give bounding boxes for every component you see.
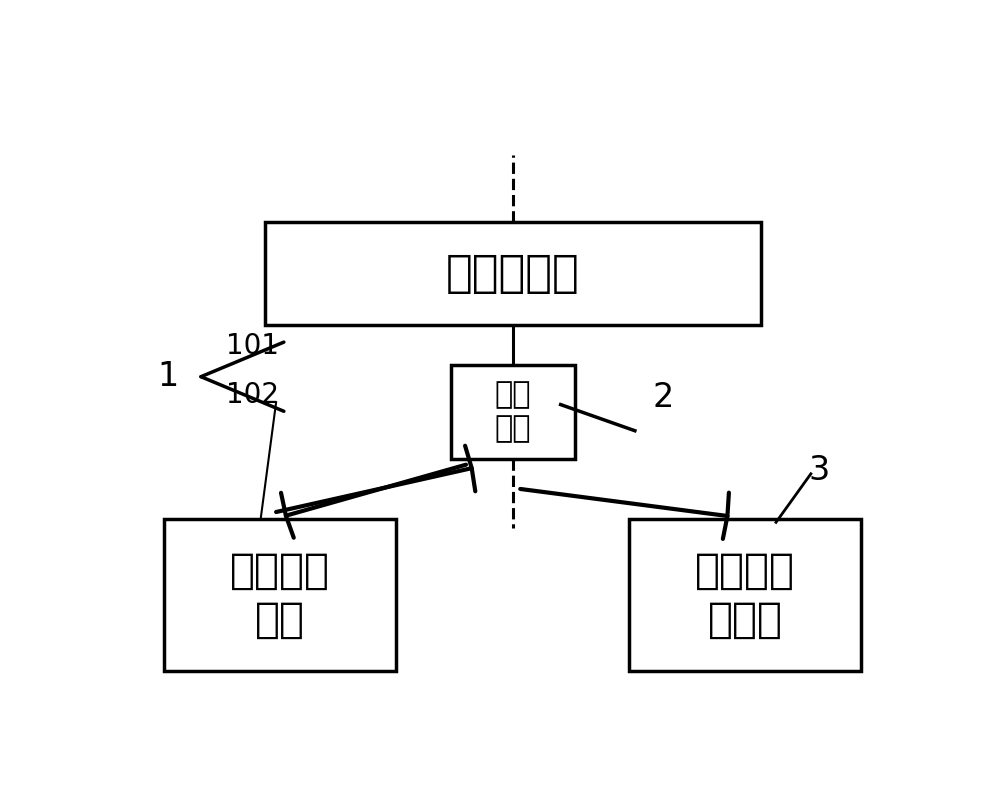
Text: 1: 1	[157, 360, 178, 393]
Text: 手持终端
接收器: 手持终端 接收器	[695, 550, 795, 641]
Bar	[264, 222, 761, 325]
Bar	[629, 519, 861, 671]
Text: 3: 3	[808, 454, 829, 487]
Text: 红外
镜头: 红外 镜头	[494, 381, 531, 443]
Text: 无人机机体: 无人机机体	[446, 252, 579, 295]
Bar	[164, 519, 396, 671]
Text: 2: 2	[653, 381, 674, 414]
Text: 无人机遥
控器: 无人机遥 控器	[230, 550, 330, 641]
Bar	[450, 365, 574, 459]
Text: 102: 102	[226, 381, 279, 409]
Text: 101: 101	[226, 333, 279, 360]
